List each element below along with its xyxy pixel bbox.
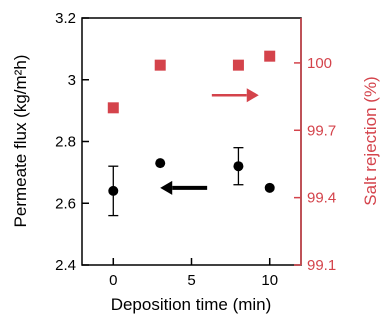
arrow-left-icon: [160, 180, 173, 195]
left-axis: 2.4 2.6 2.8 3 3.2: [55, 10, 89, 274]
flux-point: [264, 182, 275, 193]
y2-tick-label: 99.4: [307, 190, 336, 207]
x-tick-label: 0: [109, 272, 117, 289]
rejection-point: [154, 59, 166, 71]
y-tick-label: 3.2: [55, 10, 76, 27]
x-axis-title: Deposition time (min): [111, 295, 272, 314]
y2-tick-label: 99.7: [307, 122, 336, 139]
y-tick-label: 2.6: [55, 195, 76, 212]
y2-tick-label: 100: [307, 55, 332, 72]
y2-tick-label: 99.1: [307, 257, 336, 274]
arrow-right-icon: [246, 88, 259, 103]
right-axis: 99.1 99.4 99.7 100: [294, 18, 336, 274]
y-tick-label: 2.4: [55, 257, 76, 274]
flux-point: [233, 161, 244, 172]
flux-point: [155, 158, 166, 169]
x-tick-label: 5: [187, 272, 195, 289]
data-marks: [107, 50, 276, 217]
y-tick-label: 2.8: [55, 134, 76, 151]
rejection-point: [232, 59, 244, 71]
rejection-point: [107, 102, 119, 114]
arrows: [160, 88, 259, 195]
y2-axis-title: Salt rejection (%): [361, 76, 380, 205]
x-tick-label: 10: [261, 272, 278, 289]
flux-point: [108, 185, 119, 196]
bottom-axis: 0 5 10: [109, 258, 278, 289]
rejection-point: [264, 50, 276, 62]
y-axis-title: Permeate flux (kg/m²h): [11, 55, 30, 228]
y-tick-label: 3: [68, 72, 76, 89]
